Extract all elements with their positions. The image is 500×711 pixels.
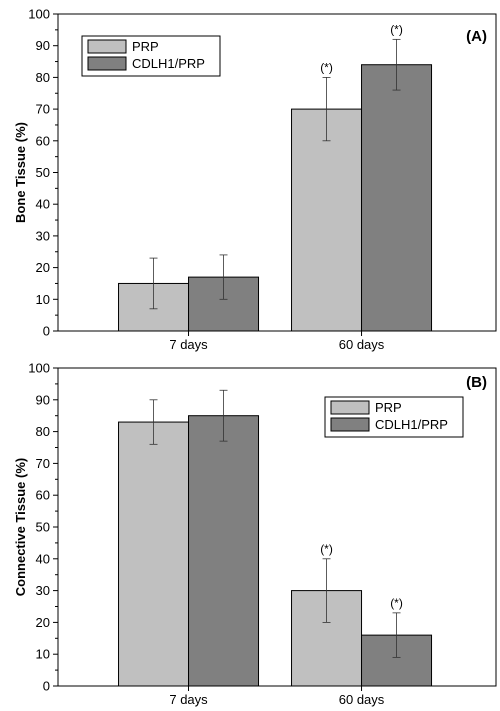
legend-label: PRP: [375, 400, 402, 415]
y-tick-label: 60: [36, 488, 50, 503]
y-tick-label: 70: [36, 456, 50, 471]
y-tick-label: 50: [36, 520, 50, 535]
y-tick-label: 100: [28, 7, 50, 22]
y-tick-label: 70: [36, 102, 50, 117]
y-axis-title: Bone Tissue (%): [13, 122, 28, 223]
x-tick-label: 60 days: [339, 692, 385, 707]
chart-panel-b: 7 days (*) (*) 60 days 0 10 20 30 40 50 60 70 80 90 10…: [13, 361, 497, 707]
y-tick-label: 100: [28, 361, 50, 376]
bar: [118, 421, 190, 687]
bar: [291, 108, 363, 332]
y-tick-label: 30: [36, 583, 50, 598]
legend-swatch: [330, 400, 370, 415]
chart-panel-a: 7 days (*) (*) 60 days 0 10 20 30 40 50 60 70 80 90 10…: [13, 7, 497, 352]
y-tick-label: 20: [36, 615, 50, 630]
significance-label: (*): [390, 596, 403, 610]
legend: PRP CDLH1/PRP: [81, 35, 221, 77]
y-tick-label: 10: [36, 647, 50, 662]
significance-label: (*): [320, 60, 333, 74]
x-tick-label: 7 days: [169, 337, 208, 352]
panel-label: (B): [466, 374, 487, 391]
y-tick-label: 40: [36, 551, 50, 566]
y-tick-label: 30: [36, 228, 50, 243]
bar: [361, 64, 433, 332]
y-tick-label: 90: [36, 38, 50, 53]
significance-label: (*): [320, 542, 333, 556]
legend-swatch: [87, 39, 127, 54]
legend-swatch: [87, 56, 127, 71]
x-tick-label: 60 days: [339, 337, 385, 352]
bar: [188, 415, 260, 687]
y-tick-label: 90: [36, 392, 50, 407]
legend-label: CDLH1/PRP: [375, 417, 448, 432]
legend-label: CDLH1/PRP: [132, 56, 205, 71]
panel-label: (A): [466, 28, 487, 45]
y-tick-label: 80: [36, 424, 50, 439]
y-tick-label: 20: [36, 260, 50, 275]
legend-swatch: [330, 417, 370, 432]
significance-label: (*): [390, 22, 403, 36]
y-tick-label: 50: [36, 165, 50, 180]
y-tick-label: 40: [36, 197, 50, 212]
y-axis-title: Connective Tissue (%): [13, 458, 28, 596]
y-tick-label: 0: [43, 679, 50, 694]
y-tick-label: 80: [36, 70, 50, 85]
y-tick-label: 0: [43, 324, 50, 339]
legend-label: PRP: [132, 39, 159, 54]
y-tick-label: 10: [36, 292, 50, 307]
y-tick-label: 60: [36, 133, 50, 148]
x-tick-label: 7 days: [169, 692, 208, 707]
legend: PRP CDLH1/PRP: [324, 396, 464, 438]
